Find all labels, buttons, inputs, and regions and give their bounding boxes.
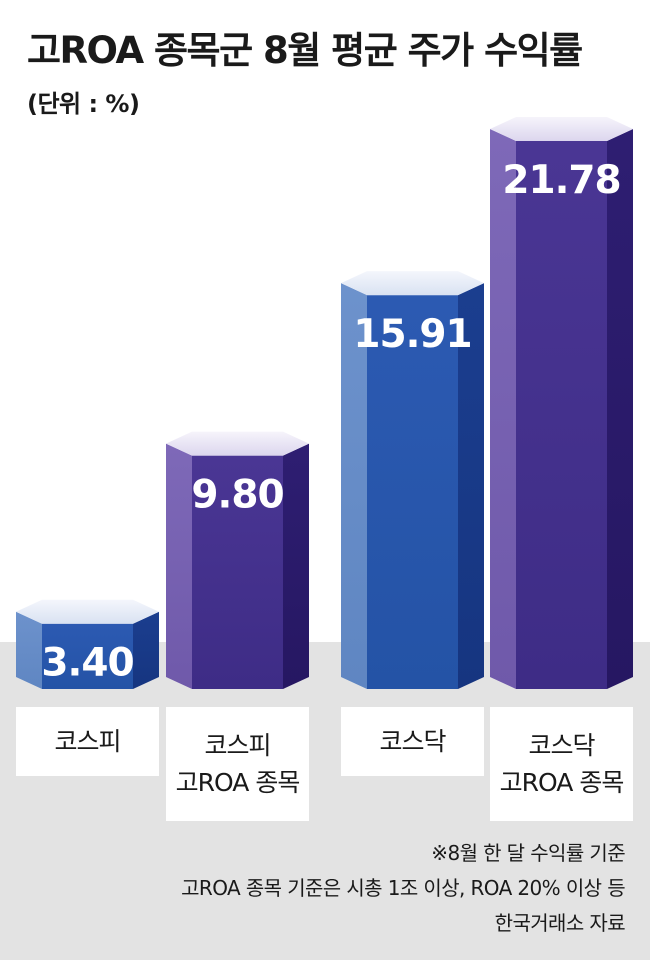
category-label-3: 코스닥 [341,707,484,776]
bar-left-face [341,283,367,689]
bar-4: 21.78 [490,117,633,689]
footnote-source: 한국거래소 자료 [494,911,626,935]
category-label-1: 코스피 [16,707,159,776]
bar-value-label: 3.40 [41,641,133,686]
category-label-2: 코스피 고ROA 종목 [166,707,309,821]
footnote-period: ※8월 한 달 수익률 기준 [431,841,625,865]
bar-right-face [607,129,633,689]
bar-right-face [133,611,159,689]
footnotes: ※8월 한 달 수익률 기준 고ROA 종목 기준은 시총 1조 이상, ROA… [181,836,625,941]
bar-top-face [490,117,633,141]
unit-label: (단위 : %) [27,90,140,118]
bar-chart: 3.40 9.80 15.91 21.78 [16,117,633,689]
bar-left-face [166,443,192,689]
bar-2: 9.80 [166,431,309,689]
bar-left-face [490,129,516,689]
category-label-4: 코스닥 고ROA 종목 [490,707,633,821]
bar-left-face [16,611,42,689]
bar-front-face [516,141,607,689]
bar-front-face [42,623,133,689]
bar-3: 15.91 [341,271,484,689]
chart-title: 고ROA 종목군 8월 평균 주가 수익률 [27,29,583,72]
bar-top-face [16,599,159,624]
bar-right-face [458,283,484,689]
bar-top-face [341,271,484,296]
bar-right-face [283,443,309,689]
bar-front-face [367,295,458,689]
bar-value-label: 15.91 [353,312,471,357]
bar-value-label: 21.78 [502,158,620,203]
bar-top-face [166,431,309,456]
bar-value-label: 9.80 [191,473,283,518]
bar-1: 3.40 [16,599,159,689]
footnote-criteria: 고ROA 종목 기준은 시총 1조 이상, ROA 20% 이상 등 [181,876,625,900]
bar-front-face [192,455,283,689]
